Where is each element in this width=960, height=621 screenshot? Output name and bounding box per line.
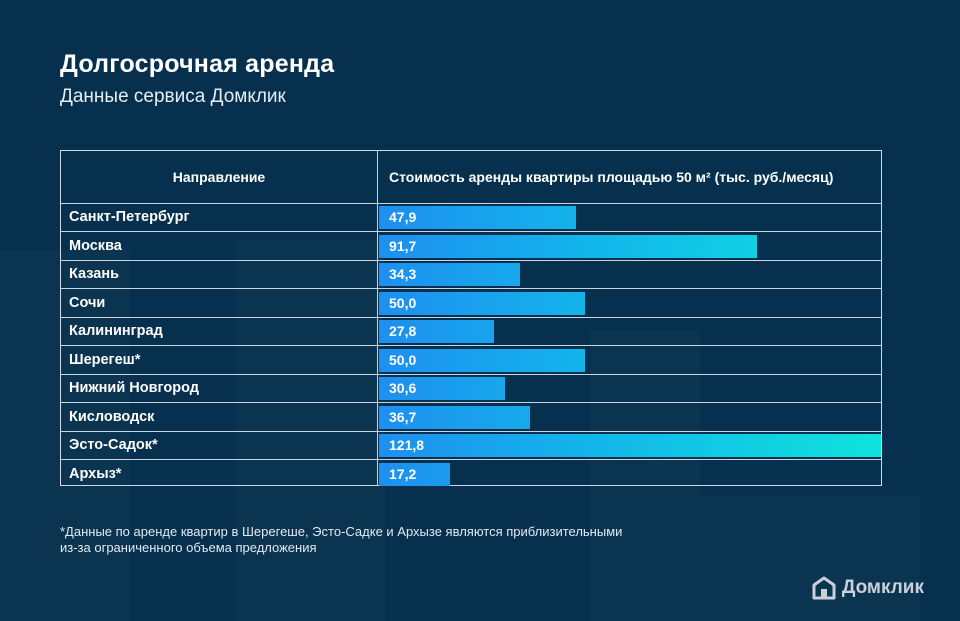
row-divider [61,459,881,460]
header-divider [61,203,881,204]
footnote-line-1: *Данные по аренде квартир в Шерегеше, Эс… [60,524,623,539]
table-row: Эсто-Садок* 121,8 [61,431,881,460]
value-bar [379,348,585,372]
row-divider [61,316,881,318]
city-label: Эсто-Садок* [69,437,158,454]
table-row: Калининград 27,8 [61,317,881,346]
house-logo-icon [812,576,836,600]
footnote-line-2: из-за ограниченного объема предложения [60,540,317,555]
page-title: Долгосрочная аренда [60,50,335,78]
table-row: Шерегеш* 50,0 [61,346,881,375]
table-row: Нижний Новгород 30,6 [61,374,881,403]
row-divider [61,430,881,432]
row-divider [61,402,881,403]
brand-name: Домклик [841,577,924,598]
value-bar [379,291,585,315]
row-divider [61,231,881,232]
value-label: 47,9 [389,209,417,226]
city-label: Казань [69,266,120,283]
city-label: Архыз* [69,465,122,482]
value-bar [379,320,494,343]
rent-table: Направление Стоимость аренды квартиры пл… [60,150,882,486]
value-bar [379,434,881,457]
value-label: 34,3 [389,266,417,283]
city-label: Шерегеш* [69,351,141,368]
table-row: Кисловодск 36,7 [61,403,881,432]
value-label: 27,8 [389,323,417,340]
city-label: Сочи [69,294,106,311]
value-label: 121,8 [389,437,425,454]
header-direction: Направление [172,169,266,185]
header-cost: Стоимость аренды квартиры площадью 50 м²… [389,169,834,185]
value-label: 50,0 [389,294,417,311]
table-row: Казань 34,3 [61,260,881,289]
table-row: Санкт-Петербург 47,9 [61,203,881,232]
row-divider [61,288,881,289]
row-divider [61,373,881,375]
background-block [700,495,920,621]
value-label: 17,2 [389,465,417,482]
value-label: 36,7 [389,408,417,425]
city-label: Санкт-Петербург [69,209,190,226]
brand-logo: Домклик [812,576,924,600]
value-bar [379,405,530,429]
column-divider [377,151,378,485]
city-label: Калининград [69,323,163,340]
value-bar [379,377,505,400]
city-label: Москва [69,237,122,254]
row-divider [61,259,881,261]
page-subtitle: Данные сервиса Домклик [60,86,286,107]
value-label: 91,7 [389,237,417,254]
value-bar [379,206,576,229]
city-label: Нижний Новгород [69,380,199,397]
footnote: *Данные по аренде квартир в Шерегеше, Эс… [60,524,740,556]
value-bar [379,234,757,258]
value-bar [379,263,520,286]
value-bar [379,462,450,486]
city-label: Кисловодск [69,408,155,425]
value-label: 50,0 [389,351,417,368]
table-row: Архыз* 17,2 [61,460,881,489]
value-label: 30,6 [389,380,417,397]
row-divider [61,345,881,346]
table-row: Сочи 50,0 [61,289,881,318]
table-row: Москва 91,7 [61,232,881,261]
